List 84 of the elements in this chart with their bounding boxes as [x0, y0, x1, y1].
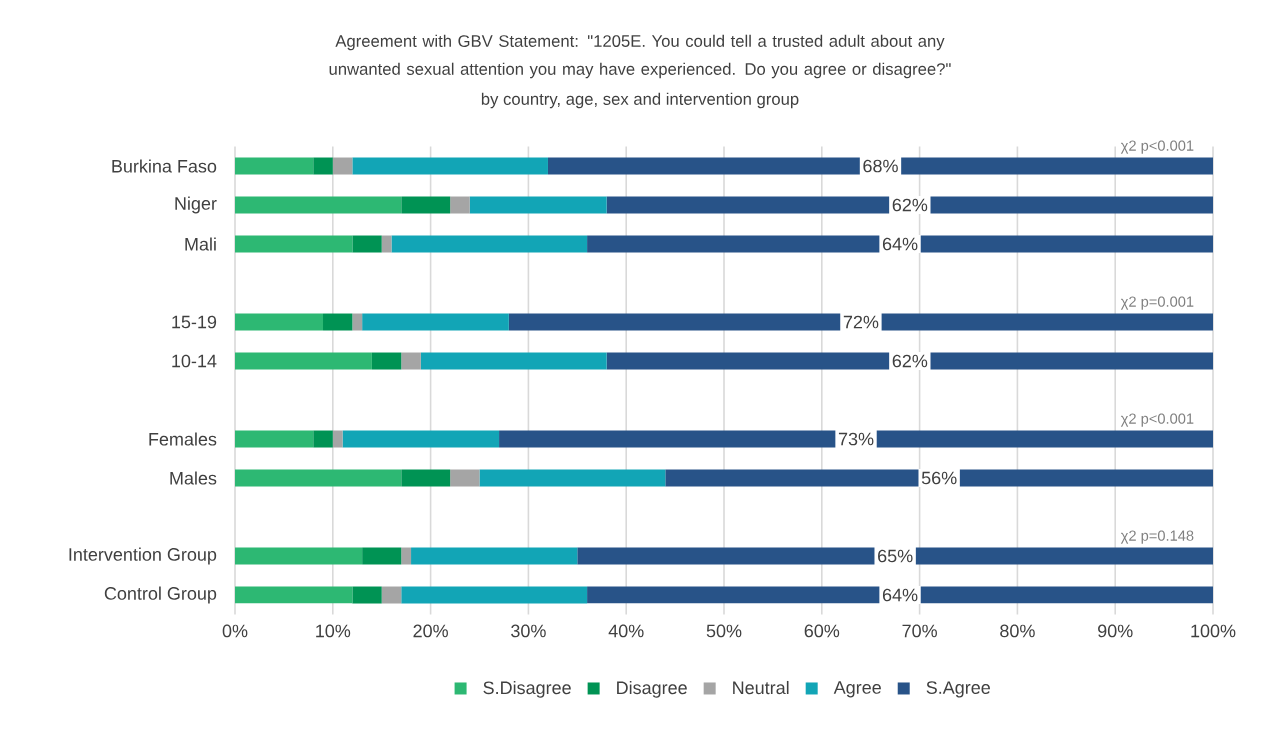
y-tick-label: Burkina Faso: [112, 159, 217, 173]
bar: [313, 157, 333, 175]
bar: [606, 352, 1214, 370]
bar: [352, 313, 363, 331]
x-tick-label: 20%: [413, 624, 448, 638]
y-tick-label: Niger: [175, 196, 217, 214]
bar: [401, 352, 421, 370]
data-label: 64%: [882, 588, 918, 602]
y-tick-label: Females: [149, 432, 217, 446]
bar: [235, 469, 402, 487]
bar: [332, 430, 343, 448]
bar: [401, 196, 451, 214]
annotation: χ2 p<0.001: [1120, 413, 1194, 427]
bar: [665, 469, 1214, 487]
bar: [508, 313, 1214, 331]
bar: [391, 235, 588, 253]
x-tick-label: 0%: [222, 624, 248, 638]
bar: [362, 313, 509, 331]
y-tick-label: Intervention Group: [69, 547, 217, 565]
annotation: χ2 p=0.148: [1120, 530, 1194, 544]
bar: [547, 157, 1214, 175]
bar: [352, 235, 382, 253]
y-tick-label: Mali: [185, 237, 216, 251]
bar: [450, 469, 480, 487]
bar: [332, 157, 353, 175]
bar: [469, 196, 607, 214]
bar: [479, 469, 666, 487]
bar: [235, 547, 363, 565]
bar: [401, 469, 451, 487]
x-tick-label: 50%: [706, 624, 742, 638]
bar: [420, 352, 607, 370]
bar: [352, 586, 382, 604]
legend-label: Neutral: [733, 680, 789, 695]
bar: [235, 157, 314, 175]
bar: [235, 196, 402, 214]
bar: [235, 352, 372, 370]
bar: [313, 430, 333, 448]
data-label: 68%: [863, 159, 898, 173]
data-label: 65%: [878, 549, 913, 563]
bar: [323, 313, 353, 331]
legend-label: S.Agree: [926, 681, 990, 698]
bar: [587, 235, 1214, 253]
annotation: χ2 p=0.001: [1120, 296, 1194, 310]
data-label: 56%: [921, 471, 957, 485]
x-tick-label: 90%: [1098, 624, 1133, 638]
x-tick-label: 70%: [902, 624, 937, 638]
bar: [411, 547, 578, 565]
bar: [235, 235, 353, 253]
bar: [362, 547, 402, 565]
chart-subtitle: by country, age, sex and intervention group: [481, 92, 799, 109]
data-label: 62%: [892, 198, 928, 212]
data-label: 72%: [843, 315, 879, 329]
y-tick-label: Control Group: [104, 586, 217, 604]
bar: [235, 430, 314, 448]
x-tick-label: 100%: [1191, 624, 1236, 638]
chart-title: Agreement with GBV Statement: "1205E. You could tell a trusted adult about any unwanted sexual attention you may have experienced. Do you agree or disagree?": [329, 34, 951, 79]
bar: [342, 430, 500, 448]
bar: [606, 196, 1214, 214]
bar: [401, 547, 412, 565]
data-label: 73%: [838, 432, 874, 446]
bar: [235, 313, 324, 331]
legend-label: S.Disagree: [483, 680, 571, 698]
x-tick-label: 80%: [1000, 624, 1035, 638]
data-label: 64%: [882, 237, 918, 251]
bar: [577, 547, 1214, 565]
x-tick-label: 10%: [316, 624, 351, 638]
y-tick-label: 10-14: [172, 354, 217, 368]
y-tick-label: Males: [170, 471, 217, 485]
x-tick-label: 40%: [608, 624, 644, 638]
bar: [401, 586, 588, 604]
legend-label: Agree: [833, 681, 881, 698]
annotation: χ2 p<0.001: [1120, 140, 1194, 154]
bar: [450, 196, 470, 214]
bar: [371, 352, 402, 370]
bar: [235, 586, 353, 604]
x-tick-label: 60%: [804, 624, 840, 638]
y-tick-label: 15-19: [172, 315, 217, 329]
x-tick-label: 30%: [511, 624, 546, 638]
bar: [381, 235, 392, 253]
bar: [499, 430, 1214, 448]
data-label: 62%: [892, 354, 928, 368]
bar: [381, 586, 402, 604]
legend-label: Disagree: [617, 680, 687, 698]
bar: [352, 157, 548, 175]
